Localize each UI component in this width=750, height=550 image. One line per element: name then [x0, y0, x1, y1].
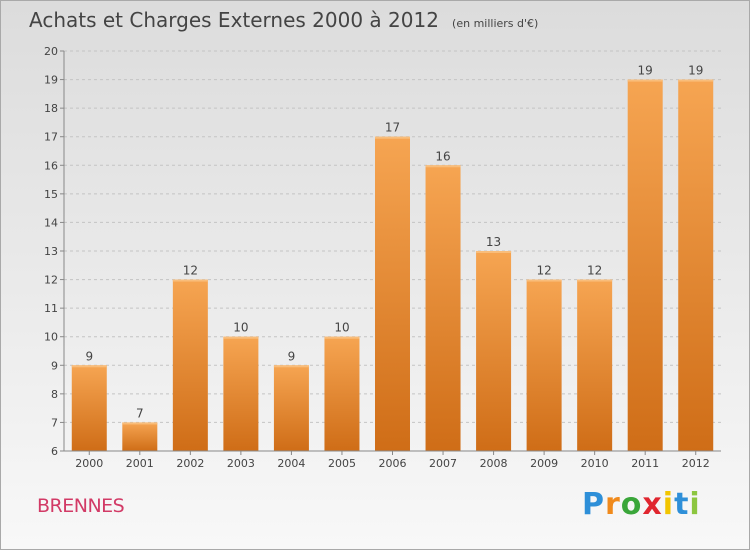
x-tick-label: 2008 [480, 457, 508, 470]
bars [71, 79, 714, 452]
bar-highlight [122, 422, 158, 425]
x-tick-label: 2000 [75, 457, 103, 470]
logo-letter: x [642, 487, 663, 522]
bar-value-label: 17 [385, 121, 400, 135]
y-tick-label: 12 [44, 274, 58, 287]
bar-value-label: 12 [587, 264, 602, 278]
x-tick-label: 2003 [227, 457, 255, 470]
bar [71, 365, 107, 451]
x-tick-label: 2001 [126, 457, 154, 470]
y-tick-label: 6 [51, 445, 58, 458]
bar-highlight [273, 365, 309, 368]
chart-title: Achats et Charges Externes 2000 à 2012 [29, 8, 439, 32]
bar [577, 279, 613, 451]
logo-letter: i [662, 487, 675, 522]
chart-unit: (en milliers d'€) [452, 17, 539, 30]
y-tick-label: 20 [44, 45, 58, 58]
y-tick-label: 14 [44, 216, 58, 229]
x-tick-label: 2010 [581, 457, 609, 470]
y-tick-label: 17 [44, 131, 58, 144]
y-tick-label: 10 [44, 331, 58, 344]
bar-highlight [425, 165, 461, 168]
x-tick-label: 2007 [429, 457, 457, 470]
y-tick-label: 9 [51, 359, 58, 372]
bar [627, 79, 663, 452]
bar [122, 422, 158, 451]
logo-letter: r [605, 487, 621, 522]
y-tick-label: 19 [44, 74, 58, 87]
bar-value-label: 12 [536, 264, 551, 278]
y-tick-label: 7 [51, 416, 58, 429]
axes [60, 50, 721, 455]
bar [425, 165, 461, 452]
bar-highlight [678, 79, 714, 82]
bar-highlight [172, 279, 208, 282]
bar-value-label: 10 [334, 321, 349, 335]
bar [678, 79, 714, 452]
bar-value-label: 16 [435, 149, 450, 163]
proxiti-logo: Proxiti [582, 487, 701, 522]
place-name: BRENNES [37, 495, 125, 517]
bar-highlight [71, 365, 107, 368]
x-tick-label: 2009 [530, 457, 558, 470]
bar-highlight [324, 336, 360, 339]
y-tick-label: 16 [44, 159, 58, 172]
bar-value-label: 7 [136, 406, 144, 420]
bar-value-label: 12 [183, 264, 198, 278]
title-row: Achats et Charges Externes 2000 à 2012 (… [29, 8, 538, 32]
bar [273, 365, 309, 451]
x-tick-label: 2005 [328, 457, 356, 470]
logo-letter: t [674, 487, 690, 522]
bar [172, 279, 208, 451]
bar [223, 336, 259, 451]
bar [476, 251, 512, 451]
bar-value-label: 10 [233, 321, 248, 335]
bar [375, 136, 410, 451]
bar-value-label: 9 [288, 349, 296, 363]
bar-value-label: 9 [85, 349, 93, 363]
bar-value-label: 13 [486, 235, 501, 249]
y-tick-label: 11 [44, 302, 58, 315]
bar-highlight [627, 79, 663, 82]
y-tick-label: 8 [51, 388, 58, 401]
x-tick-label: 2006 [379, 457, 407, 470]
bar-highlight [476, 251, 512, 253]
bar [324, 336, 360, 451]
bar [526, 279, 562, 451]
bar-highlight [375, 136, 410, 139]
bar-highlight [223, 336, 259, 339]
y-tick-label: 13 [44, 245, 58, 258]
y-tick-label: 15 [44, 188, 58, 201]
x-tick-label: 2002 [176, 457, 204, 470]
bar-highlight [526, 279, 562, 282]
labels: 6 7 8 9 10 11 12 13 14 15 16 17 18 19 20 9 2000 7 2001 12 20… [44, 45, 710, 470]
x-tick-label: 2012 [682, 457, 710, 470]
logo-letter: o [620, 487, 643, 522]
logo-letter: i [689, 487, 701, 522]
bar-highlight [577, 279, 613, 282]
bar-value-label: 19 [688, 64, 703, 78]
x-tick-label: 2011 [631, 457, 659, 470]
logo-letter: P [582, 487, 605, 522]
bar-value-label: 19 [638, 64, 653, 78]
y-tick-label: 18 [44, 102, 58, 115]
x-tick-label: 2004 [277, 457, 305, 470]
